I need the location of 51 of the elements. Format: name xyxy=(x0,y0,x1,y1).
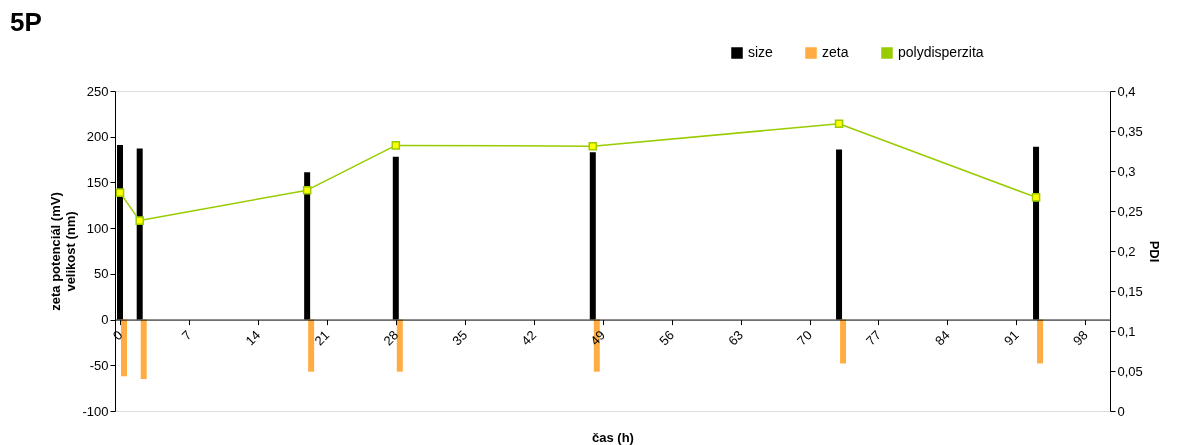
bar xyxy=(140,319,147,379)
bar xyxy=(1037,319,1044,364)
point xyxy=(391,141,401,150)
legend-label: zeta xyxy=(822,44,849,60)
x-tick-label: 49 xyxy=(587,327,609,349)
point xyxy=(1031,193,1041,202)
bar xyxy=(840,319,847,364)
point xyxy=(135,216,144,225)
point xyxy=(588,141,598,151)
y-tick-label: 0 xyxy=(101,312,109,328)
x-tick-label: 56 xyxy=(656,327,678,349)
y2-tick-label: 0,3 xyxy=(1117,163,1136,179)
bar xyxy=(121,319,127,377)
x-tick-label: 91 xyxy=(1000,327,1022,349)
y-axis-title: zeta potenciál (mV) velikost (nm) xyxy=(48,192,79,311)
x-tick-label: 77 xyxy=(863,327,884,349)
x-tick-label: 14 xyxy=(242,327,264,349)
x-axis-title: čas (h) xyxy=(592,429,634,445)
y2-tick-label: 0,4 xyxy=(1117,83,1136,99)
y-tick-label: 50 xyxy=(94,266,109,282)
legend-label: polydisperzita xyxy=(898,44,984,60)
y2-tick-label: 0 xyxy=(1117,403,1125,419)
x-tick-label: 98 xyxy=(1069,327,1091,349)
y-tick-label: -100 xyxy=(82,403,109,419)
y-tick-label: 200 xyxy=(86,129,109,145)
bar xyxy=(396,319,403,372)
x-tick-label: 42 xyxy=(518,327,540,349)
y2-tick-label: 0,05 xyxy=(1117,363,1143,379)
point xyxy=(115,188,125,197)
y2-tick-label: 0,15 xyxy=(1117,283,1143,299)
x-tick-label: 28 xyxy=(380,327,402,349)
y-tick-label: 150 xyxy=(86,174,109,190)
x-tick-label: 84 xyxy=(932,327,953,349)
y-tick-label: 100 xyxy=(86,220,109,236)
y-tick-label: -50 xyxy=(89,357,109,373)
y2-tick-label: 0,1 xyxy=(1117,323,1136,339)
y2-axis-title: PDI xyxy=(1146,240,1162,263)
legend-label: size xyxy=(748,44,774,60)
y2-tick-label: 0,25 xyxy=(1117,203,1143,219)
x-tick-label: 7 xyxy=(178,327,195,344)
point xyxy=(834,119,844,129)
bar xyxy=(308,319,315,372)
x-tick-label: 35 xyxy=(449,327,471,349)
x-tick-label: 63 xyxy=(725,327,746,349)
point xyxy=(302,185,312,195)
y2-tick-label: 0,35 xyxy=(1117,123,1143,139)
chart-title: 5P xyxy=(10,7,42,37)
y2-tick-label: 0,2 xyxy=(1117,243,1136,259)
x-tick-label: 70 xyxy=(794,327,815,349)
y-tick-label: 250 xyxy=(86,83,109,99)
x-tick-label: 21 xyxy=(311,327,333,349)
